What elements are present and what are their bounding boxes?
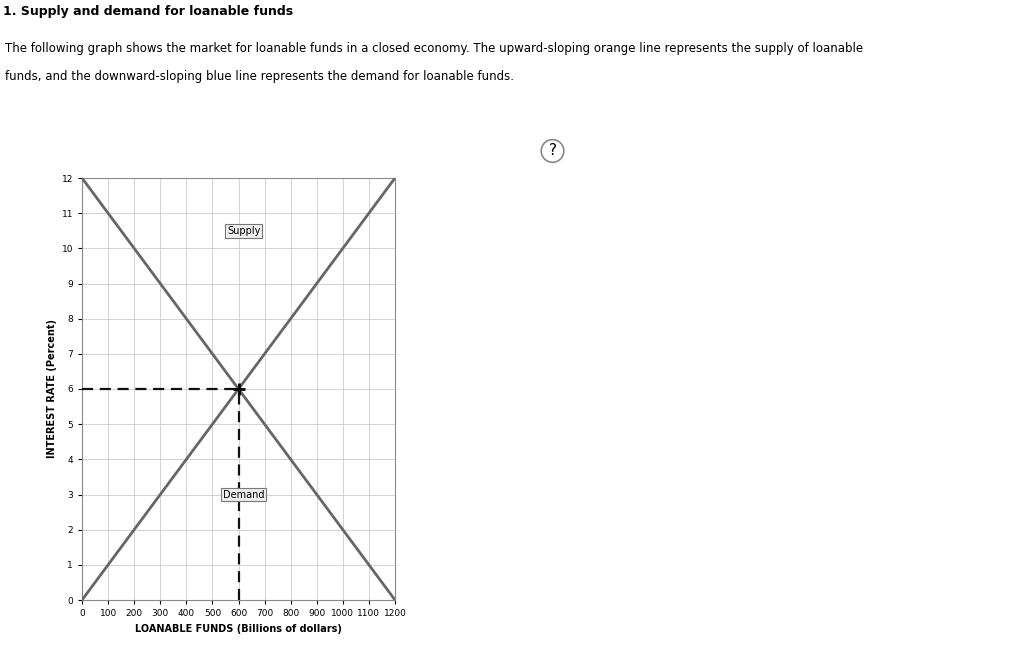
X-axis label: LOANABLE FUNDS (Billions of dollars): LOANABLE FUNDS (Billions of dollars) — [135, 624, 342, 634]
Text: Supply: Supply — [227, 225, 260, 236]
Text: funds, and the downward-sloping blue line represents the demand for loanable fun: funds, and the downward-sloping blue lin… — [5, 70, 514, 83]
Text: The following graph shows the market for loanable funds in a closed economy. The: The following graph shows the market for… — [5, 43, 863, 55]
Y-axis label: INTEREST RATE (Percent): INTEREST RATE (Percent) — [47, 319, 57, 458]
Text: 1. Supply and demand for loanable funds: 1. Supply and demand for loanable funds — [3, 5, 293, 18]
Text: Demand: Demand — [223, 489, 264, 499]
Text: ?: ? — [549, 144, 556, 158]
